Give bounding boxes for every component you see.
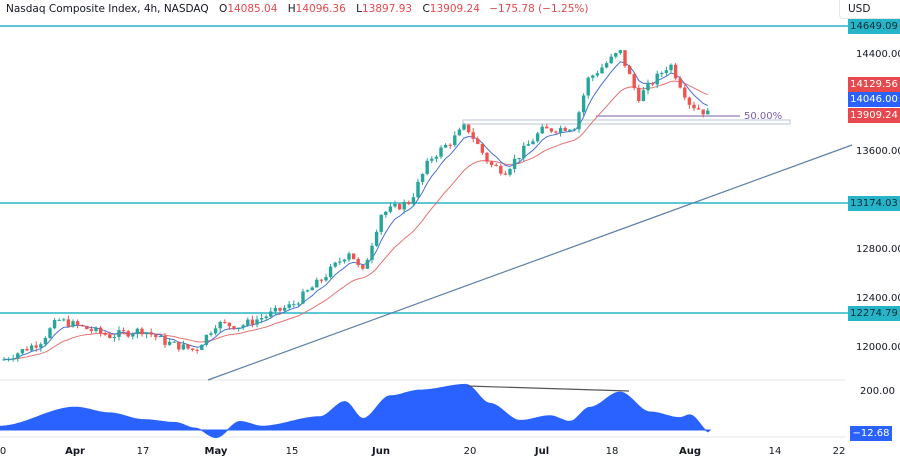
time-tick: 22 — [832, 446, 846, 457]
close-label: C — [422, 3, 430, 15]
open-label: O — [219, 3, 228, 15]
level-tag-13174[interactable]: 13174.03 — [848, 196, 900, 211]
time-tick: Aug — [678, 446, 702, 457]
level-tag-12274[interactable]: 12274.79 — [848, 306, 900, 321]
low-value: 13897.93 — [361, 3, 413, 15]
low-label: L — [356, 3, 362, 15]
chart-legend: Nasdaq Composite Index, 4h, NASDAQ O1408… — [6, 3, 588, 15]
time-tick: 0 — [0, 446, 7, 457]
change-value: −175.78 (−1.25%) — [489, 3, 589, 15]
fib-retracement-box[interactable] — [462, 119, 791, 125]
time-tick: 14 — [768, 446, 782, 457]
price-tick: 13600.00 — [856, 146, 900, 157]
time-tick: 20 — [463, 446, 477, 457]
time-tick: Apr — [65, 446, 85, 457]
high-value: 14096.36 — [295, 3, 346, 15]
divergence-line[interactable] — [466, 385, 630, 392]
time-tick: 15 — [285, 446, 299, 457]
fib-50-label: 50.00% — [744, 111, 783, 122]
price-tick: 12000.00 — [856, 342, 900, 353]
last-price-tag: 13909.24 — [848, 108, 900, 123]
oscillator-tick: 200.00 — [860, 386, 895, 397]
uptrend-line[interactable] — [207, 144, 853, 381]
price-tick: 12400.00 — [856, 293, 900, 304]
time-tick: 17 — [136, 446, 150, 457]
close-value: 13909.24 — [429, 3, 480, 15]
candlesticks — [2, 49, 710, 362]
time-tick: May — [204, 446, 228, 457]
ema-fast-line — [3, 61, 708, 360]
price-tick: 12800.00 — [856, 244, 900, 255]
ema-slow-tag: 14129.56 — [848, 77, 900, 92]
time-tick: Jul — [534, 446, 550, 457]
level-tag-14649[interactable]: 14649.09 — [848, 19, 900, 34]
ema-slow-line — [4, 80, 708, 360]
ema-fast-tag: 14046.00 — [848, 92, 900, 107]
time-tick: 18 — [605, 446, 619, 457]
price-tick: 14400.00 — [856, 49, 900, 60]
high-label: H — [287, 3, 296, 15]
time-tick: Jun — [372, 446, 390, 457]
open-value: 14085.04 — [227, 3, 278, 15]
oscillator-value-tag: −12.68 — [850, 426, 892, 441]
oscillator-area — [0, 383, 712, 439]
currency-button[interactable]: USD — [839, 0, 900, 19]
symbol-title[interactable]: Nasdaq Composite Index, 4h, NASDAQ — [6, 3, 209, 15]
